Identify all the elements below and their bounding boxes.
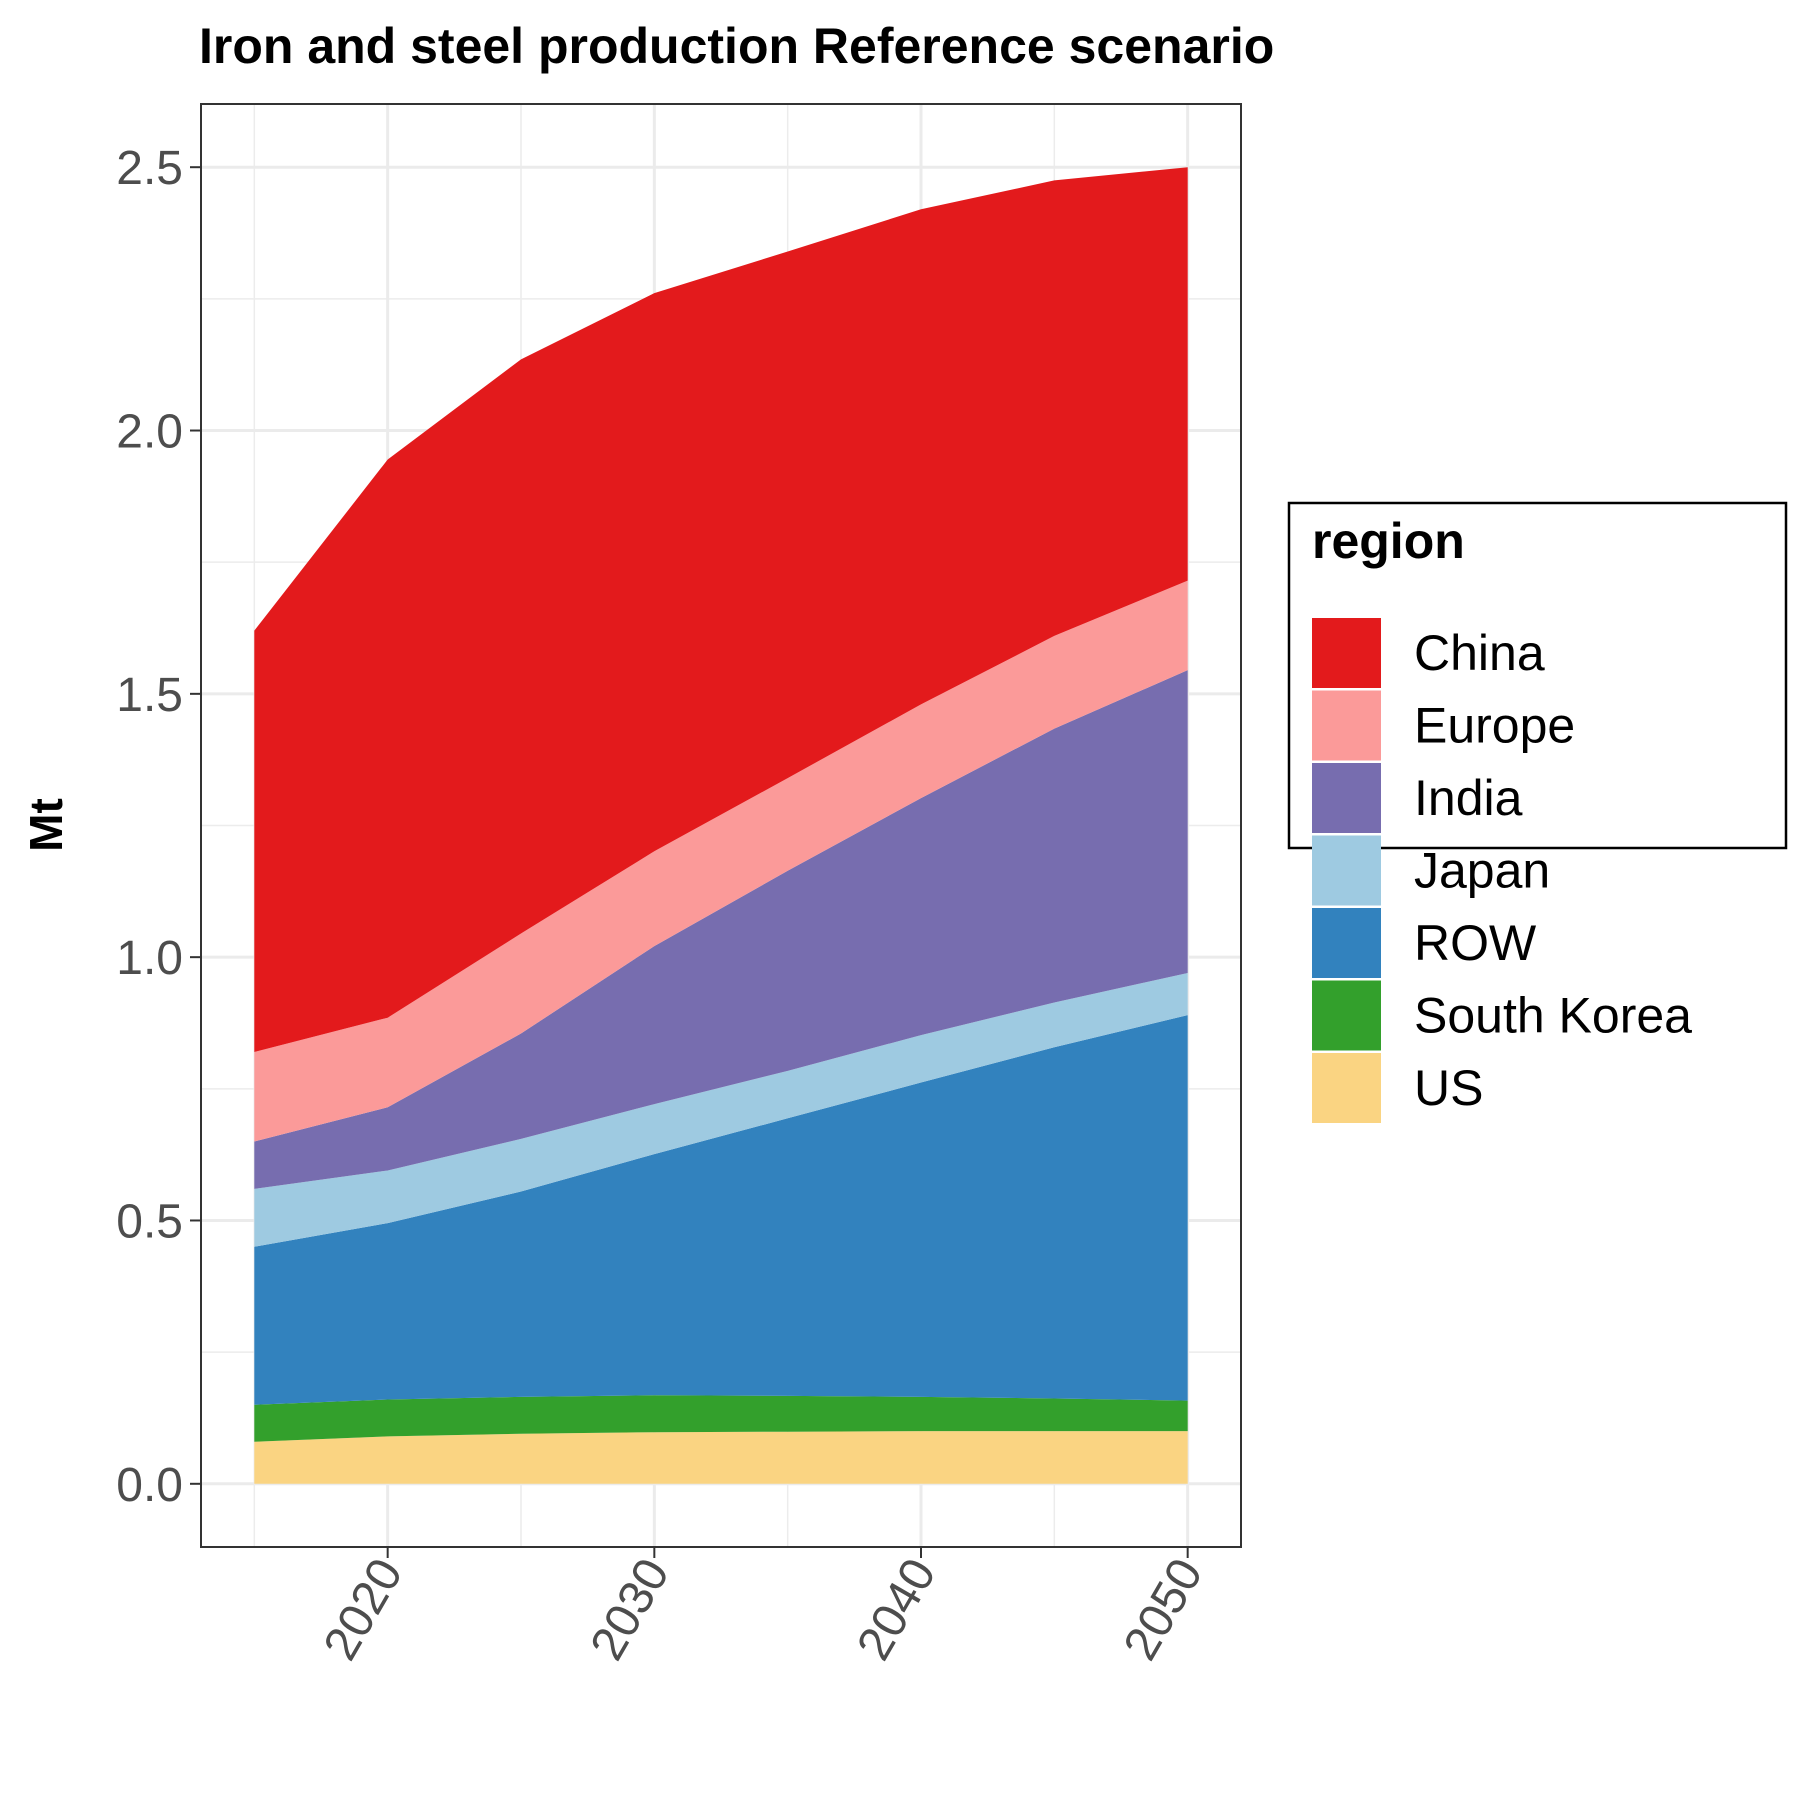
- legend-label: ROW: [1414, 915, 1537, 971]
- x-tick-label: 2030: [581, 1550, 680, 1669]
- area-china: [254, 167, 1188, 1052]
- area-india: [254, 670, 1188, 1189]
- legend-key-europe: [1312, 690, 1381, 761]
- y-tick-label: 0.5: [116, 1195, 183, 1248]
- legend-label: Europe: [1414, 698, 1575, 754]
- legend-label: South Korea: [1414, 988, 1692, 1044]
- legend-title: region: [1312, 513, 1465, 569]
- area-europe: [254, 580, 1188, 1142]
- y-tick-label: 1.5: [116, 669, 183, 722]
- y-tick-label: 2.0: [116, 406, 183, 459]
- x-tick-label: 2050: [1114, 1550, 1213, 1669]
- legend-key-india: [1312, 763, 1381, 833]
- y-tick-label: 0.0: [116, 1459, 183, 1512]
- x-tick-label: 2040: [847, 1550, 946, 1669]
- legend: region China Europe India Japan ROW South Kor…: [1287, 501, 1788, 1123]
- y-tick-label: 2.5: [116, 142, 183, 195]
- x-axis: 2020 2030 2040 2050: [314, 1547, 1213, 1669]
- legend-label: China: [1414, 625, 1545, 681]
- y-tick-label: 1.0: [116, 932, 183, 985]
- area-row: [254, 1015, 1188, 1405]
- legend-label: India: [1414, 770, 1523, 826]
- legend-key-us: [1312, 1053, 1381, 1123]
- legend-key-row: [1312, 908, 1381, 978]
- y-axis: 0.0 0.5 1.0 1.5 2.0 2.5: [116, 142, 201, 1512]
- area-south-korea: [254, 1395, 1188, 1442]
- legend-items: China Europe India Japan ROW South Korea US: [1312, 618, 1692, 1123]
- y-axis-label: Mt: [20, 798, 72, 852]
- area-japan: [254, 973, 1188, 1247]
- area-us: [254, 1431, 1188, 1484]
- legend-label: US: [1414, 1060, 1483, 1116]
- legend-key-japan: [1312, 835, 1381, 906]
- plot-panel-border: [200, 103, 1242, 1548]
- legend-key-south-korea: [1312, 980, 1381, 1051]
- area-layers: [254, 167, 1188, 1484]
- chart-title: Iron and steel production Reference scen…: [199, 18, 1274, 74]
- legend-key-china: [1312, 618, 1381, 688]
- legend-label: Japan: [1414, 843, 1550, 899]
- x-tick-label: 2020: [314, 1550, 413, 1669]
